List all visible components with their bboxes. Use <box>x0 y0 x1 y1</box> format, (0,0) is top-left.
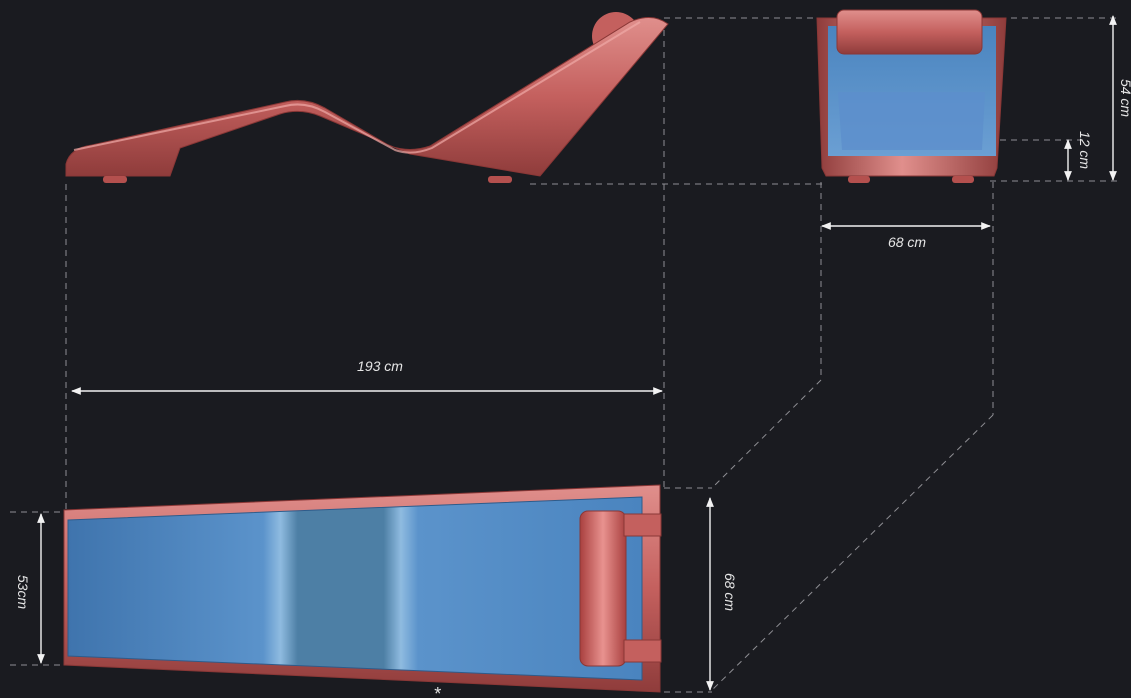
front-head-pillow <box>836 9 983 55</box>
top-pillow-strap-lower <box>623 639 662 663</box>
side-foot-right <box>488 176 512 183</box>
top-pillow-strap-upper <box>623 513 662 537</box>
base-height-label: 12 cm <box>1077 131 1093 169</box>
front-view-lounger <box>816 9 1007 183</box>
top-width-label: 68 cm <box>888 234 926 250</box>
top-head-pillow <box>579 510 627 667</box>
side-view-lounger <box>65 12 669 183</box>
front-foot-right <box>952 176 974 183</box>
top-cushion <box>67 496 643 681</box>
footnote-asterisk: * <box>433 684 441 698</box>
side-foot-left <box>103 176 127 183</box>
front-foot-left <box>848 176 870 183</box>
side-frame <box>65 17 669 177</box>
length-label: 193 cm <box>357 358 403 374</box>
projection-guides <box>10 17 1118 693</box>
front-width-label: 68 cm <box>722 573 738 611</box>
top-view-lounger <box>63 484 662 693</box>
head-width-label: 53cm <box>15 575 31 610</box>
height-label: 54 cm <box>1118 79 1131 117</box>
dimension-lines <box>37 15 1117 691</box>
